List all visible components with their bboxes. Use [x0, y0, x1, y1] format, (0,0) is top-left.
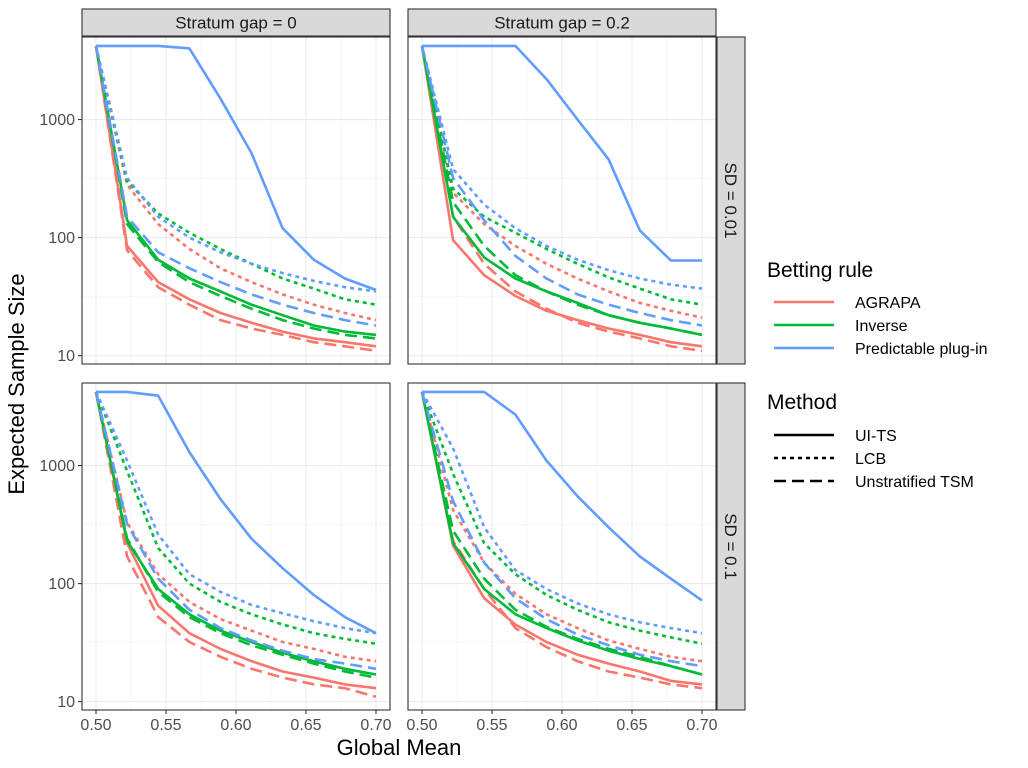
- col-strip-label-1: Stratum gap = 0: [175, 14, 296, 33]
- legend-label: Inverse: [855, 318, 908, 335]
- series-lines: [94, 390, 377, 699]
- legend-label: Predictable plug-in: [855, 341, 988, 358]
- series-line-agrapa-lcb: [420, 391, 703, 663]
- x-tick-label: 0.55: [150, 717, 181, 734]
- row-strip-label-1: SD = 0.01: [721, 162, 740, 238]
- series-line-agrapa-unstratified-tsm: [94, 391, 377, 699]
- panel-border: [407, 36, 717, 365]
- panel-r2-c2: [407, 382, 717, 711]
- series-lines: [420, 390, 703, 690]
- series-line-predictable-plug-in-ui-ts: [422, 390, 703, 602]
- x-tick-label: 0.70: [686, 717, 717, 734]
- panel-border: [81, 36, 391, 365]
- x-tick-label: 0.65: [290, 717, 321, 734]
- x-tick-label: 0.70: [360, 717, 391, 734]
- series-line-inverse-unstratified-tsm: [94, 45, 377, 340]
- series-line-predictable-plug-in-unstratified-tsm: [420, 45, 703, 327]
- panel-r2-c1: [81, 382, 391, 711]
- series-line-predictable-plug-in-ui-ts: [96, 390, 377, 635]
- y-tick-label: 10: [57, 348, 75, 365]
- row-strip-1: [716, 36, 746, 365]
- legend-linetype-title: Method: [767, 391, 837, 414]
- series-line-inverse-lcb: [420, 45, 703, 306]
- series-line-agrapa-lcb: [94, 45, 377, 322]
- col-strip-label-2: Stratum gap = 0.2: [494, 14, 630, 33]
- series-line-predictable-plug-in-unstratified-tsm: [420, 391, 703, 668]
- x-axis-title: Global Mean: [337, 735, 462, 760]
- series-line-predictable-plug-in-lcb: [94, 45, 377, 293]
- series-line-predictable-plug-in-unstratified-tsm: [94, 391, 377, 671]
- col-strip-2: [407, 8, 717, 37]
- x-tick-label: 0.50: [406, 717, 437, 734]
- series-line-predictable-plug-in-unstratified-tsm: [94, 45, 377, 327]
- y-tick-label: 100: [48, 576, 75, 593]
- series-line-agrapa-ui-ts: [420, 391, 703, 686]
- series-line-inverse-lcb: [420, 391, 703, 645]
- panels-layer: [81, 36, 717, 711]
- series-lines: [420, 44, 703, 353]
- panel-r1-c1: [81, 36, 391, 365]
- col-strip-1: [81, 8, 391, 37]
- series-line-predictable-plug-in-lcb: [420, 45, 703, 290]
- y-tick-label: 1000: [39, 458, 75, 475]
- series-line-agrapa-ui-ts: [94, 391, 377, 690]
- x-tick-label: 0.65: [616, 717, 647, 734]
- x-tick-label: 0.50: [80, 717, 111, 734]
- legend: Betting rule AGRAPA Inverse Predictable plu…: [767, 259, 988, 491]
- row-strip-2: [716, 382, 746, 711]
- series-line-agrapa-unstratified-tsm: [94, 45, 377, 353]
- series-line-inverse-unstratified-tsm: [420, 45, 703, 337]
- strips-layer: Stratum gap = 0 Stratum gap = 0.2 SD = 0.0…: [81, 8, 746, 711]
- y-tick-label: 1000: [39, 112, 75, 129]
- series-line-inverse-unstratified-tsm: [420, 391, 703, 676]
- series-line-agrapa-lcb: [94, 391, 377, 663]
- series-line-predictable-plug-in-lcb: [94, 391, 377, 635]
- legend-color-title: Betting rule: [767, 259, 873, 282]
- series-lines: [94, 44, 377, 353]
- series-line-agrapa-lcb: [420, 45, 703, 319]
- legend-label: AGRAPA: [855, 295, 921, 312]
- series-line-predictable-plug-in-ui-ts: [96, 44, 377, 292]
- series-line-predictable-plug-in-ui-ts: [422, 44, 702, 262]
- series-line-agrapa-unstratified-tsm: [420, 45, 703, 353]
- legend-label: LCB: [855, 451, 886, 468]
- series-line-inverse-unstratified-tsm: [94, 391, 377, 679]
- legend-label: UI-TS: [855, 428, 897, 445]
- y-tick-label: 100: [48, 230, 75, 247]
- axes-layer: 10 100 1000 10 100 1000 0.50 0.55 0.60 0.65 0.70 0.…: [39, 112, 717, 734]
- series-line-agrapa-ui-ts: [94, 45, 377, 348]
- legend-label: Unstratified TSM: [855, 474, 974, 491]
- series-line-predictable-plug-in-lcb: [420, 391, 703, 635]
- x-tick-label: 0.55: [476, 717, 507, 734]
- row-strip-label-2: SD = 0.1: [721, 513, 740, 580]
- x-tick-label: 0.60: [546, 717, 577, 734]
- y-axis-title: Expected Sample Size: [4, 273, 29, 494]
- x-tick-label: 0.60: [220, 717, 251, 734]
- series-line-inverse-ui-ts: [94, 45, 377, 337]
- y-tick-label: 10: [57, 694, 75, 711]
- panel-r1-c2: [407, 36, 717, 365]
